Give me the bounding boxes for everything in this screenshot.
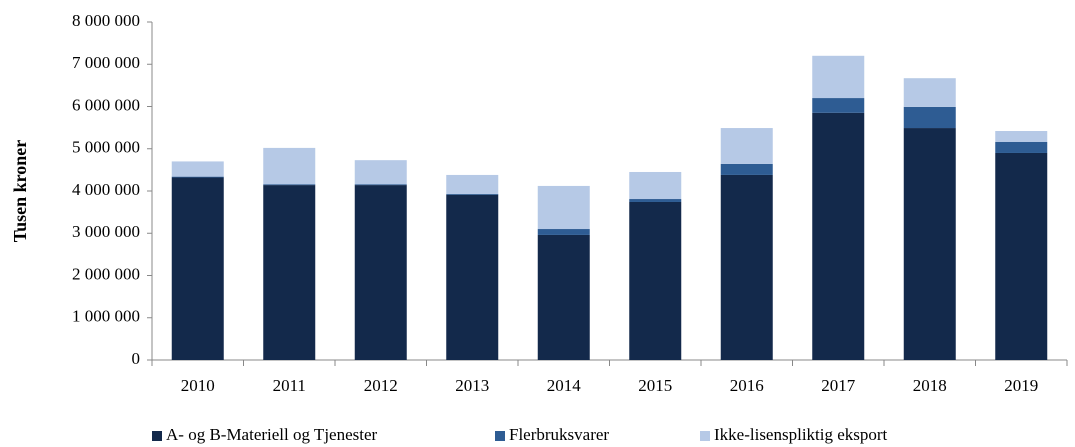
y-tick-label: 1 000 000 <box>72 307 140 326</box>
bar-segment <box>629 171 682 200</box>
bar-segment <box>995 141 1048 153</box>
bar-segment <box>263 185 316 360</box>
x-tick-label: 2010 <box>181 376 215 395</box>
y-tick-label: 4 000 000 <box>72 180 140 199</box>
bar-segment <box>354 160 407 185</box>
bar-segment <box>995 131 1048 142</box>
bar-segment <box>171 161 224 177</box>
bar-segment <box>354 185 407 360</box>
bar-segment <box>629 201 682 360</box>
x-tick-label: 2018 <box>913 376 947 395</box>
y-tick-label: 6 000 000 <box>72 95 140 114</box>
bar-segment <box>995 152 1048 360</box>
bar-segment <box>171 176 224 178</box>
x-tick-label: 2011 <box>273 376 306 395</box>
y-tick-label: 2 000 000 <box>72 264 140 283</box>
bar-segment <box>812 55 865 99</box>
y-tick-label: 5 000 000 <box>72 138 140 157</box>
y-tick-label: 0 <box>132 349 141 368</box>
bar-segment <box>446 174 499 194</box>
bar-segment <box>354 184 407 186</box>
legend-label: A- og B-Materiell og Tjenester <box>166 425 378 444</box>
bar-segment <box>629 199 682 202</box>
x-tick-label: 2012 <box>364 376 398 395</box>
x-tick-label: 2017 <box>821 376 856 395</box>
legend-swatch <box>700 431 710 441</box>
bar-segment <box>720 128 773 164</box>
bar-segment <box>263 147 316 185</box>
bar-segment <box>446 194 499 360</box>
bar-segment <box>720 174 773 360</box>
bar-segment <box>812 112 865 361</box>
bar-segment <box>903 128 956 360</box>
y-axis-label: Tusen kroner <box>10 140 30 243</box>
legend-swatch <box>152 431 162 441</box>
y-tick-label: 8 000 000 <box>72 11 140 30</box>
x-tick-label: 2013 <box>455 376 489 395</box>
x-tick-label: 2014 <box>547 376 582 395</box>
bar-segment <box>171 177 224 360</box>
bar-segment <box>446 193 499 195</box>
x-tick-label: 2019 <box>1004 376 1038 395</box>
legend-label: Flerbruksvarer <box>509 425 609 444</box>
x-tick-label: 2016 <box>730 376 764 395</box>
x-tick-label: 2015 <box>638 376 672 395</box>
bar-segment <box>903 106 956 129</box>
y-tick-label: 3 000 000 <box>72 222 140 241</box>
bar-segment <box>263 184 316 186</box>
bar-segment <box>903 78 956 107</box>
legend-swatch <box>495 431 505 441</box>
bar-segment <box>537 234 590 360</box>
bar-segment <box>720 163 773 175</box>
legend-label: Ikke-lisenspliktig eksport <box>714 425 888 444</box>
bar-segment <box>537 229 590 235</box>
bar-segment <box>537 185 590 230</box>
bar-segment <box>812 98 865 113</box>
y-tick-label: 7 000 000 <box>72 53 140 72</box>
